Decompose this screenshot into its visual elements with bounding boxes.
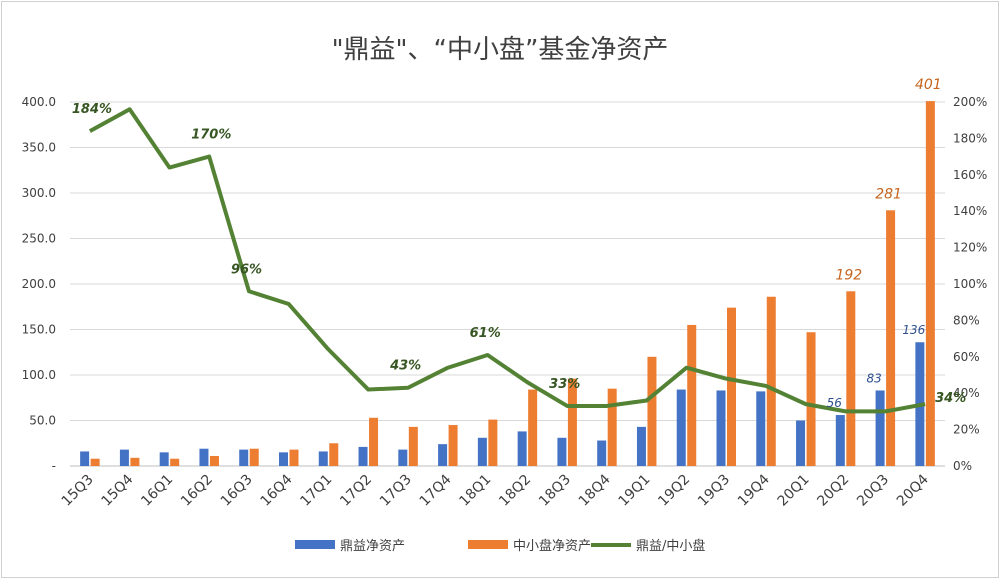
- y-right-tick-label: 40%: [953, 386, 980, 400]
- bar: [636, 426, 646, 466]
- bar: [477, 437, 487, 466]
- bars: [80, 101, 935, 466]
- bar: [289, 449, 299, 466]
- y-right-tick-label: 140%: [953, 204, 987, 218]
- bar: [408, 426, 418, 466]
- bar: [398, 449, 408, 466]
- data-label: 281: [875, 186, 902, 202]
- y-right-tick-label: 20%: [953, 423, 980, 437]
- y-left-tick-label: -: [52, 459, 56, 473]
- data-label: 192: [835, 267, 862, 283]
- data-label: 34%: [935, 391, 966, 406]
- bar: [676, 389, 686, 466]
- data-label: 61%: [470, 326, 501, 341]
- bar: [567, 378, 577, 466]
- y-right-tick-label: 120%: [953, 241, 987, 255]
- y-right-axis: 200% 180% 160% 140% 120% 100% 80% 60% 40% 20% 0%: [953, 95, 987, 473]
- bar: [448, 425, 458, 466]
- bar: [756, 391, 766, 466]
- bar: [369, 417, 379, 466]
- y-right-tick-label: 100%: [953, 277, 987, 291]
- legend-label: 中小盘净资产: [513, 538, 591, 554]
- y-left-tick-label: 400.0: [22, 95, 56, 109]
- bar: [528, 389, 538, 466]
- bar: [318, 451, 328, 466]
- bar: [716, 390, 726, 466]
- y-right-tick-label: 60%: [953, 350, 980, 364]
- bar: [607, 388, 617, 466]
- data-label: 33%: [549, 377, 580, 392]
- y-right-tick-label: 200%: [953, 95, 987, 109]
- bar: [119, 449, 129, 466]
- y-left-axis: 400.0 350.0 300.0 250.0 200.0 150.0 100.0 50.0 -: [22, 95, 56, 473]
- bar: [875, 390, 885, 466]
- bar: [199, 448, 209, 466]
- bar: [886, 210, 896, 466]
- y-right-tick-label: 160%: [953, 168, 987, 182]
- bar: [170, 458, 180, 466]
- data-label: 136: [902, 323, 925, 337]
- y-left-tick-label: 100.0: [22, 368, 56, 382]
- bar: [846, 291, 856, 466]
- y-left-tick-label: 250.0: [22, 232, 56, 246]
- bar: [329, 443, 339, 466]
- bar: [159, 452, 169, 466]
- bar: [796, 420, 806, 466]
- bar: [488, 419, 498, 466]
- y-left-tick-label: 50.0: [29, 414, 56, 428]
- data-label: 401: [915, 77, 942, 93]
- bar: [438, 444, 448, 466]
- data-label: 184%: [72, 102, 112, 117]
- data-label: 96%: [231, 262, 262, 277]
- bar: [647, 356, 657, 466]
- y-left-tick-label: 150.0: [22, 323, 56, 337]
- chart-title: "鼎益"、“中小盘”基金净资产: [332, 35, 669, 65]
- series-line: [88, 107, 926, 414]
- data-label: 43%: [389, 359, 421, 374]
- data-label: 170%: [191, 128, 231, 143]
- bar: [249, 448, 259, 466]
- data-label: 83: [866, 371, 881, 385]
- data-labels: 56 83 136 192 281 401 184% 170% 96% 43% 61% 33% 34%: [72, 77, 966, 410]
- bar: [557, 437, 567, 466]
- bar: [90, 458, 100, 466]
- legend: 鼎益净资产 中小盘净资产 鼎益/中小盘: [295, 538, 705, 554]
- bar: [209, 455, 219, 466]
- bar: [727, 307, 736, 466]
- legend-swatch: [295, 540, 335, 549]
- bar: [766, 296, 776, 466]
- data-label: 56: [827, 396, 843, 410]
- y-left-tick-label: 350.0: [22, 141, 56, 155]
- legend-label: 鼎益净资产: [340, 539, 405, 554]
- bar: [687, 324, 697, 466]
- bar: [80, 451, 90, 466]
- y-right-tick-label: 0%: [953, 459, 972, 473]
- bar: [597, 440, 607, 466]
- bar: [517, 431, 527, 466]
- y-left-tick-label: 300.0: [22, 186, 56, 200]
- bar: [279, 452, 288, 466]
- y-right-tick-label: 80%: [953, 313, 980, 327]
- y-right-tick-label: 180%: [953, 131, 987, 145]
- line-layer: [88, 107, 926, 414]
- bar: [130, 457, 140, 466]
- y-left-tick-label: 200.0: [22, 277, 56, 291]
- bar: [835, 415, 845, 466]
- legend-swatch: [468, 540, 508, 549]
- bar: [239, 449, 249, 466]
- bar: [358, 446, 368, 466]
- legend-label: 鼎益/中小盘: [636, 538, 705, 554]
- bar: [806, 332, 816, 466]
- bar: [925, 101, 935, 466]
